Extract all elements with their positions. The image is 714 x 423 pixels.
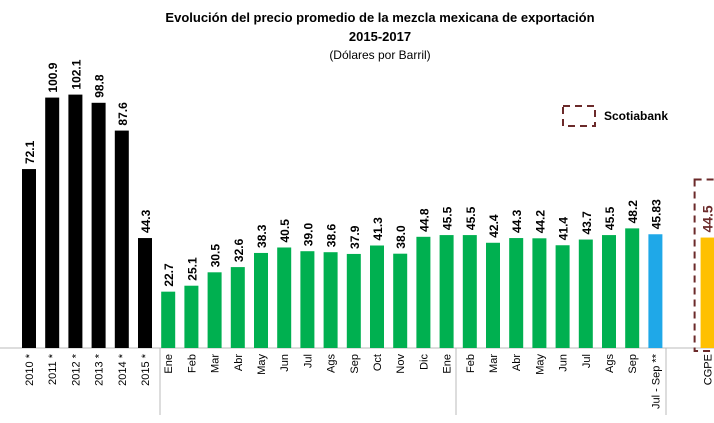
bar [416,236,431,348]
bar [91,102,106,349]
bar [393,253,408,348]
value-label: 32.6 [232,238,246,262]
chart-title: Evolución del precio promedio de la mezc… [165,10,594,25]
legend-label: Scotiabank [604,109,668,123]
x-tick-label: Ags [604,354,616,373]
value-label: 72.1 [23,140,37,164]
x-tick-label: 2012 * [70,353,82,386]
value-label: 45.83 [649,199,663,229]
bar [486,242,500,348]
bar [346,253,361,348]
value-label: 100.9 [46,62,60,92]
x-tick-label: Jul - Sep ** [650,353,662,409]
value-label: 45.5 [464,206,478,230]
bar [207,272,222,348]
value-label: 43.7 [580,211,594,235]
bar [625,228,640,348]
bar [230,267,245,348]
x-tick-label: Sep [627,354,639,374]
x-tick-label: Nov [395,354,407,374]
bar [578,239,593,348]
value-label: 40.5 [278,219,292,243]
x-tick-label: Abr [511,354,523,371]
x-tick-label: 2011 * [47,353,59,385]
bar [254,252,268,348]
value-label: 44.5 [700,205,714,232]
bar [161,291,176,348]
value-label: 44.3 [139,209,153,233]
x-tick-label: Jun [558,354,570,372]
x-tick-label: CGPE [703,354,714,385]
value-label: 25.1 [185,257,199,281]
value-label: 41.3 [371,217,385,241]
x-tick-label: 2010 * [24,353,36,386]
x-tick-label: Dic [418,354,430,370]
value-label: 102.1 [69,59,83,89]
value-label: 98.8 [93,74,107,98]
bar [22,169,36,348]
bar [462,235,477,348]
estimate-box [693,178,714,352]
x-tick-label: Feb [465,354,477,373]
bar [68,94,83,349]
bar [509,238,524,348]
bar [532,238,547,348]
bar [184,285,199,348]
x-tick-label: Mar [488,354,500,373]
value-label: 44.3 [510,209,524,233]
value-label: 39.0 [301,223,315,247]
x-tick-label: 2014 * [117,353,129,386]
bar [114,130,129,348]
bar [300,251,315,348]
value-label: 22.7 [162,263,176,287]
x-tick-label: May [534,354,546,375]
x-tick-label: Jul [302,354,314,368]
value-label: 45.5 [441,206,455,230]
value-label: 37.9 [348,225,362,249]
value-label: 44.8 [417,208,431,232]
value-label: 38.6 [325,224,339,248]
x-tick-label: 2015 * [140,353,152,386]
unit-label: (Dólares por Barril) [329,48,430,62]
bar [277,247,292,348]
value-label: 87.6 [116,102,130,126]
value-label: 45.5 [603,206,617,230]
legend-swatch [562,105,596,127]
bar [700,237,714,348]
value-label: 38.0 [394,225,408,249]
value-label: 38.3 [255,224,269,248]
chart-subtitle: 2015-2017 [349,29,411,44]
value-label: 44.2 [533,210,547,234]
bar [648,234,663,348]
x-tick-label: Ene [442,354,454,374]
x-tick-label: Jul [581,354,593,368]
x-tick-label: Sep [349,354,361,374]
x-tick-label: May [256,354,268,375]
x-tick-label: Feb [186,354,198,373]
bar [323,252,338,348]
value-label: 42.4 [487,214,501,238]
x-tick-label: Ags [326,354,338,373]
bar [439,235,454,348]
bar [602,235,616,348]
value-label: 30.5 [209,244,223,268]
x-tick-label: 2013 * [94,353,106,386]
bar [138,238,152,348]
value-label: 48.2 [626,200,640,224]
bar [370,245,384,348]
bar [45,97,60,348]
x-tick-label: Mar [210,354,222,373]
value-label: 41.4 [557,217,571,241]
x-tick-label: Jun [279,354,291,372]
bar [555,245,570,348]
x-tick-label: Abr [233,354,245,371]
x-tick-label: Ene [163,354,175,374]
x-tick-label: Oct [372,354,384,371]
